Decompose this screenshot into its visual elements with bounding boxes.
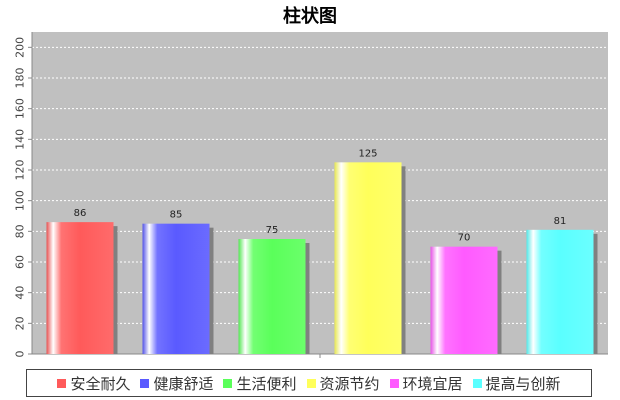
y-tick-label: 80 (14, 224, 27, 238)
y-tick-label: 0 (14, 351, 27, 358)
legend-swatch (389, 378, 399, 388)
legend-label: 资源节约 (319, 374, 380, 393)
y-tick-label: 20 (14, 316, 27, 330)
bar-value-label: 86 (74, 208, 87, 219)
bar-value-label: 125 (358, 148, 377, 159)
y-tick-label: 60 (14, 255, 27, 269)
bar (430, 246, 498, 354)
legend-label: 环境宜居 (402, 374, 463, 393)
bar (238, 239, 306, 354)
bar (46, 222, 114, 354)
legend-item: 资源节约 (306, 373, 380, 394)
bar (526, 229, 594, 354)
legend-label: 生活便利 (236, 374, 297, 393)
bar (142, 223, 210, 354)
legend-label: 提高与创新 (485, 374, 561, 393)
y-tick-label: 40 (14, 286, 27, 300)
bar-value-label: 81 (554, 216, 567, 227)
y-tick-label: 200 (14, 37, 27, 58)
y-tick-label: 180 (14, 68, 27, 89)
bar-value-label: 85 (170, 210, 183, 221)
legend-item: 健康舒适 (140, 373, 213, 394)
legend-swatch (223, 378, 233, 388)
legend-item: 提高与创新 (472, 373, 561, 394)
y-tick-label: 100 (14, 190, 27, 211)
y-tick-label: 140 (14, 129, 27, 150)
plot-background (32, 32, 608, 354)
legend-label: 健康舒适 (153, 374, 214, 393)
y-tick-label: 160 (14, 98, 27, 119)
legend-swatch (140, 378, 150, 388)
legend-swatch (472, 378, 482, 388)
legend: 安全耐久 健康舒适 生活便利 资源节约 环境宜居 提高与创新 (26, 369, 592, 397)
legend-item: 生活便利 (223, 373, 297, 394)
chart-title: 柱状图 (283, 6, 337, 27)
y-tick-label: 120 (14, 160, 27, 181)
legend-swatch (306, 378, 316, 388)
bar (334, 162, 402, 354)
legend-item: 安全耐久 (57, 373, 130, 394)
bar-value-label: 70 (458, 233, 471, 244)
legend-item: 环境宜居 (389, 373, 463, 394)
legend-label: 安全耐久 (70, 374, 131, 393)
bar-value-label: 75 (266, 225, 279, 236)
legend-swatch (57, 378, 67, 388)
